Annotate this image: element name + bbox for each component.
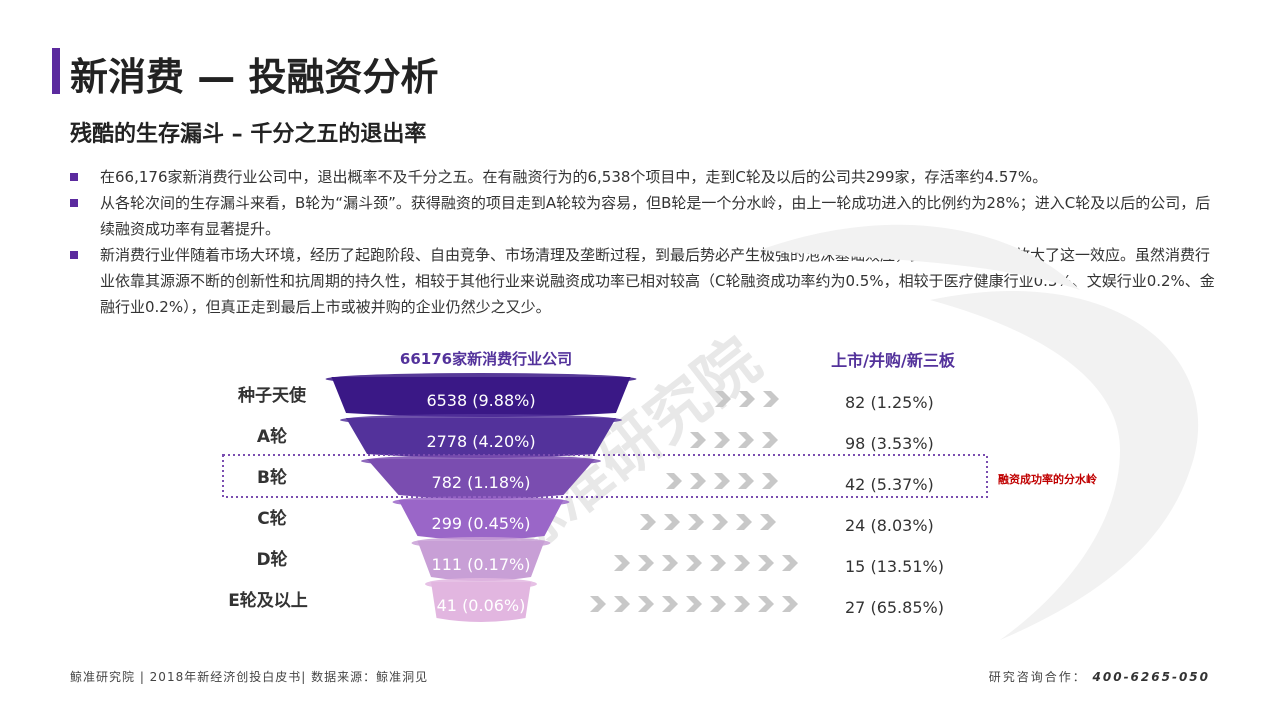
title-accent-bar [52, 48, 60, 94]
chevron-arrow-icon [782, 555, 798, 571]
chevron-arrow-icon [638, 596, 654, 612]
stage-value-label: 299 (0.45%) [432, 514, 531, 533]
stage-label: A轮 [257, 426, 287, 447]
stage-label: C轮 [257, 508, 286, 529]
exit-value-label: 98 (3.53%) [845, 434, 934, 453]
funnel-segment [417, 541, 545, 581]
stage-value-label: 111 (0.17%) [432, 555, 531, 574]
bullet-square-icon [70, 251, 78, 259]
exit-value-label: 27 (65.85%) [845, 598, 944, 617]
chevron-arrow-icon [712, 514, 728, 530]
chevron-arrow-icon [590, 596, 606, 612]
chevron-arrow-icon [686, 596, 702, 612]
chevron-arrow-icon [739, 391, 755, 407]
funnel-segment [431, 582, 531, 622]
chevron-arrow-icon [758, 555, 774, 571]
chevron-arrow-icon [738, 432, 754, 448]
chevron-arrow-icon [690, 473, 706, 489]
chevron-arrow-icon [710, 555, 726, 571]
chevron-arrow-icon [640, 514, 656, 530]
watermark-swoosh-shape [930, 291, 1199, 640]
stage-label: 种子天使 [237, 385, 307, 406]
chevron-arrow-icon [736, 514, 752, 530]
chevron-arrow-icon [688, 514, 704, 530]
chevron-arrow-icon [734, 555, 750, 571]
stage-label: D轮 [256, 549, 287, 570]
stage-value-label: 2778 (4.20%) [426, 432, 535, 451]
chevron-arrow-icon [666, 473, 682, 489]
exit-value-label: 15 (13.51%) [845, 557, 944, 576]
chevron-arrow-icon [714, 432, 730, 448]
bullet-item: 在66,176家新消费行业公司中，退出概率不及千分之五。在有融资行为的6,538… [70, 164, 1220, 190]
chevron-arrow-icon [638, 555, 654, 571]
page-subtitle: 残酷的生存漏斗 – 千分之五的退出率 [70, 122, 427, 147]
chevron-arrow-icon [760, 514, 776, 530]
chevron-arrow-icon [758, 596, 774, 612]
funnel-segment [398, 500, 564, 540]
chevron-arrow-icon [734, 596, 750, 612]
chevron-arrow-icon [763, 391, 779, 407]
footer-source: 鲸准研究院 | 2018年新经济创投白皮书| 数据来源：鲸准洞见 [70, 670, 429, 684]
footer-phone: 400-6265-050 [1092, 670, 1210, 684]
chevron-arrow-icon [614, 596, 630, 612]
chevron-arrow-icon [762, 432, 778, 448]
exit-column-header: 上市/并购/新三板 [831, 351, 956, 370]
exit-value-label: 24 (8.03%) [845, 516, 934, 535]
chevron-arrow-icon [686, 555, 702, 571]
funnel-segment [346, 418, 616, 458]
chevron-arrow-icon [662, 555, 678, 571]
bullet-square-icon [70, 173, 78, 181]
bullet-text: 在66,176家新消费行业公司中，退出概率不及千分之五。在有融资行为的6,538… [100, 168, 1048, 186]
highlight-box [222, 454, 988, 498]
chevron-arrow-icon [782, 596, 798, 612]
bullet-text: 从各轮次间的生存漏斗来看，B轮为“漏斗颈”。获得融资的项目走到A轮较为容易，但B… [100, 194, 1211, 238]
footer-contact-label: 研究咨询合作： [988, 670, 1087, 684]
stage-label: E轮及以上 [228, 590, 308, 611]
page-title: 新消费 — 投融资分析 [70, 55, 439, 99]
bullet-item: 从各轮次间的生存漏斗来看，B轮为“漏斗颈”。获得融资的项目走到A轮较为容易，但B… [70, 190, 1220, 242]
funnel-segment [331, 377, 631, 417]
exit-value-label: 82 (1.25%) [845, 393, 934, 412]
chevron-arrow-icon [690, 432, 706, 448]
chevron-arrow-icon [762, 473, 778, 489]
stage-value-label: 782 (1.18%) [432, 473, 531, 492]
funnel-top-label: 66176家新消费行业公司 [400, 350, 572, 368]
chevron-arrow-icon [710, 596, 726, 612]
stage-label: B轮 [257, 467, 287, 488]
chevron-arrow-icon [664, 514, 680, 530]
chevron-arrow-icon [715, 391, 731, 407]
chevron-arrow-icon [738, 473, 754, 489]
stage-value-label: 41 (0.06%) [437, 596, 526, 615]
chevron-arrow-icon [662, 596, 678, 612]
highlight-note: 融资成功率的分水岭 [998, 472, 1097, 486]
watermark-swoosh-shape [760, 224, 1080, 290]
funnel-segment [367, 459, 595, 499]
exit-value-label: 42 (5.37%) [845, 475, 934, 494]
bullet-square-icon [70, 199, 78, 207]
chevron-arrow-icon [714, 473, 730, 489]
chevron-arrow-icon [614, 555, 630, 571]
stage-value-label: 6538 (9.88%) [426, 391, 535, 410]
footer-contact: 研究咨询合作： 400-6265-050 [989, 668, 1210, 685]
